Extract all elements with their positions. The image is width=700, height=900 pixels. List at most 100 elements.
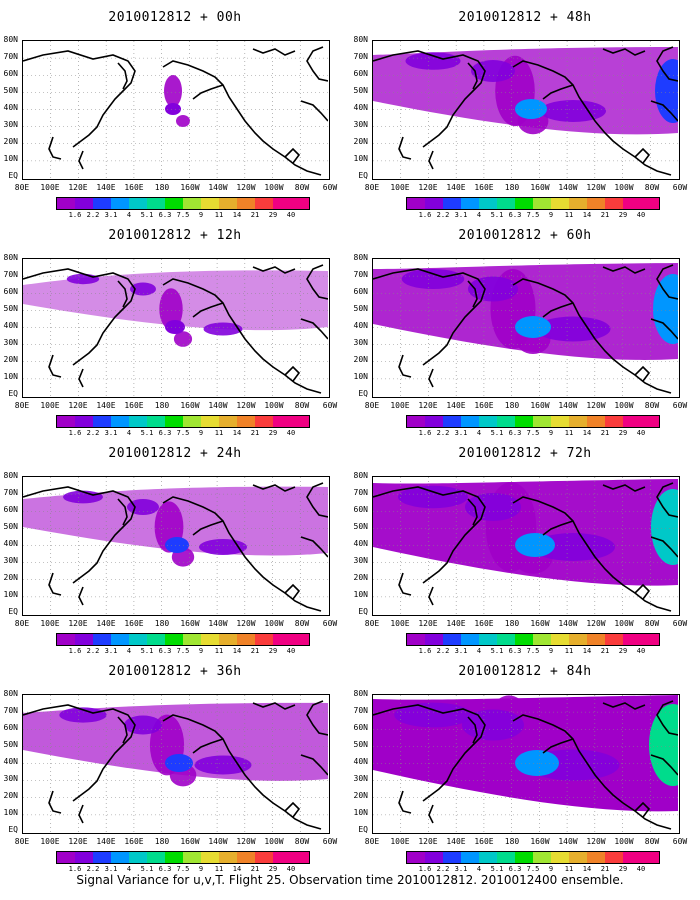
coastline <box>512 60 672 176</box>
map-svg <box>373 477 678 614</box>
colorbar-swatch <box>255 416 273 427</box>
colorbar-label: 40 <box>286 865 296 873</box>
longitude-label: 140W <box>558 837 578 846</box>
colorbar-label: 14 <box>582 647 592 655</box>
colorbar-swatch <box>273 852 291 863</box>
colorbar-swatch <box>255 852 273 863</box>
colorbar-swatch <box>147 634 165 645</box>
colorbar-label: 5.1 <box>140 647 154 655</box>
longitude-label: 120W <box>586 837 606 846</box>
coastline <box>398 790 412 814</box>
colorbar-label: 11 <box>564 211 574 219</box>
longitude-label: 120E <box>418 183 438 192</box>
longitude-label: 140E <box>96 401 116 410</box>
coastline <box>467 62 478 90</box>
colorbar-swatch <box>551 852 569 863</box>
colorbar-label: 11 <box>564 429 574 437</box>
coastline <box>300 536 328 558</box>
colorbar-swatch <box>461 852 479 863</box>
colorbar-swatch <box>93 198 111 209</box>
coastline <box>602 484 646 492</box>
coastline <box>252 266 296 274</box>
longitude-label: 100E <box>40 401 60 410</box>
variance-core <box>165 754 193 772</box>
variance-blob <box>164 75 182 107</box>
latitude-label: 30N <box>353 338 368 347</box>
colorbar-label: 2.2 <box>436 647 450 655</box>
longitude-label: 100W <box>614 401 634 410</box>
colorbar-label: 3.1 <box>104 647 118 655</box>
variance-blob <box>176 115 190 127</box>
colorbar <box>406 633 660 646</box>
colorbar-swatch <box>551 416 569 427</box>
colorbar-swatch <box>461 416 479 427</box>
coastline <box>117 498 128 526</box>
colorbar-swatch <box>291 198 309 209</box>
longitude-label: 140W <box>208 183 228 192</box>
longitude-label: 160E <box>474 837 494 846</box>
variance-core <box>515 533 555 557</box>
panel-title: 2010012812 + 72h <box>458 446 592 461</box>
colorbar-swatch <box>75 852 93 863</box>
latitude-label: 20N <box>3 355 18 364</box>
colorbar-label: 1.6 <box>68 647 82 655</box>
longitude-label: 80W <box>644 619 660 628</box>
colorbar-swatch <box>479 416 497 427</box>
colorbar-swatch <box>219 852 237 863</box>
variance-blob <box>159 288 183 330</box>
colorbar-swatch <box>219 198 237 209</box>
colorbar-label: 40 <box>286 647 296 655</box>
coastline <box>602 266 646 274</box>
coastline <box>602 48 646 56</box>
colorbar-swatch <box>129 852 147 863</box>
longitude-label: 120W <box>236 837 256 846</box>
colorbar-swatch <box>129 198 147 209</box>
longitude-label: 80E <box>364 619 380 628</box>
colorbar-swatch <box>147 852 165 863</box>
coastline <box>306 46 328 82</box>
longitude-label: 120E <box>68 183 88 192</box>
coastline <box>162 60 322 176</box>
colorbar-label: 4 <box>126 647 132 655</box>
longitude-label: 60W <box>322 619 338 628</box>
longitude-label: 140E <box>96 183 116 192</box>
longitude-label: 160E <box>124 619 144 628</box>
map-panel: 2010012812 + 00h 80N 70N 60N 50N 40N 30N 20N 10N… <box>0 0 350 225</box>
colorbar-label: 1.6 <box>68 211 82 219</box>
colorbar-swatch <box>479 198 497 209</box>
longitude-label: 60W <box>322 401 338 410</box>
coastline <box>252 484 296 492</box>
coastline <box>162 278 322 394</box>
latitude-label: 70N <box>353 706 368 715</box>
colorbar-label: 9 <box>548 429 554 437</box>
latitude-label: 80N <box>3 35 18 44</box>
latitude-label: 10N <box>3 590 18 599</box>
colorbar-swatch <box>111 416 129 427</box>
figure-caption: Signal Variance for u,v,T. Flight 25. Ob… <box>76 873 624 887</box>
coastline <box>373 486 486 584</box>
map-svg <box>23 477 328 614</box>
longitude-label: 120W <box>236 183 256 192</box>
colorbar-swatch <box>255 198 273 209</box>
colorbar-swatch <box>587 634 605 645</box>
map-plot <box>22 476 330 616</box>
latitude-label: 60N <box>353 723 368 732</box>
coastline <box>23 50 136 148</box>
coastline <box>650 536 678 558</box>
colorbar-label: 4 <box>126 211 132 219</box>
longitude-label: 120W <box>236 619 256 628</box>
coastline <box>306 482 328 518</box>
colorbar-swatch <box>183 416 201 427</box>
longitude-label: 80W <box>294 619 310 628</box>
variance-blob <box>194 755 252 775</box>
latitude-label: 60N <box>353 287 368 296</box>
colorbar-swatch <box>623 634 641 645</box>
colorbar-label: 5.1 <box>490 865 504 873</box>
coastline <box>512 496 672 612</box>
longitude-label: 140W <box>558 619 578 628</box>
variance-blob <box>401 269 465 289</box>
colorbar-label: 40 <box>636 865 646 873</box>
panel-title: 2010012812 + 24h <box>108 446 242 461</box>
colorbar-swatch <box>183 198 201 209</box>
coastline <box>398 136 412 160</box>
